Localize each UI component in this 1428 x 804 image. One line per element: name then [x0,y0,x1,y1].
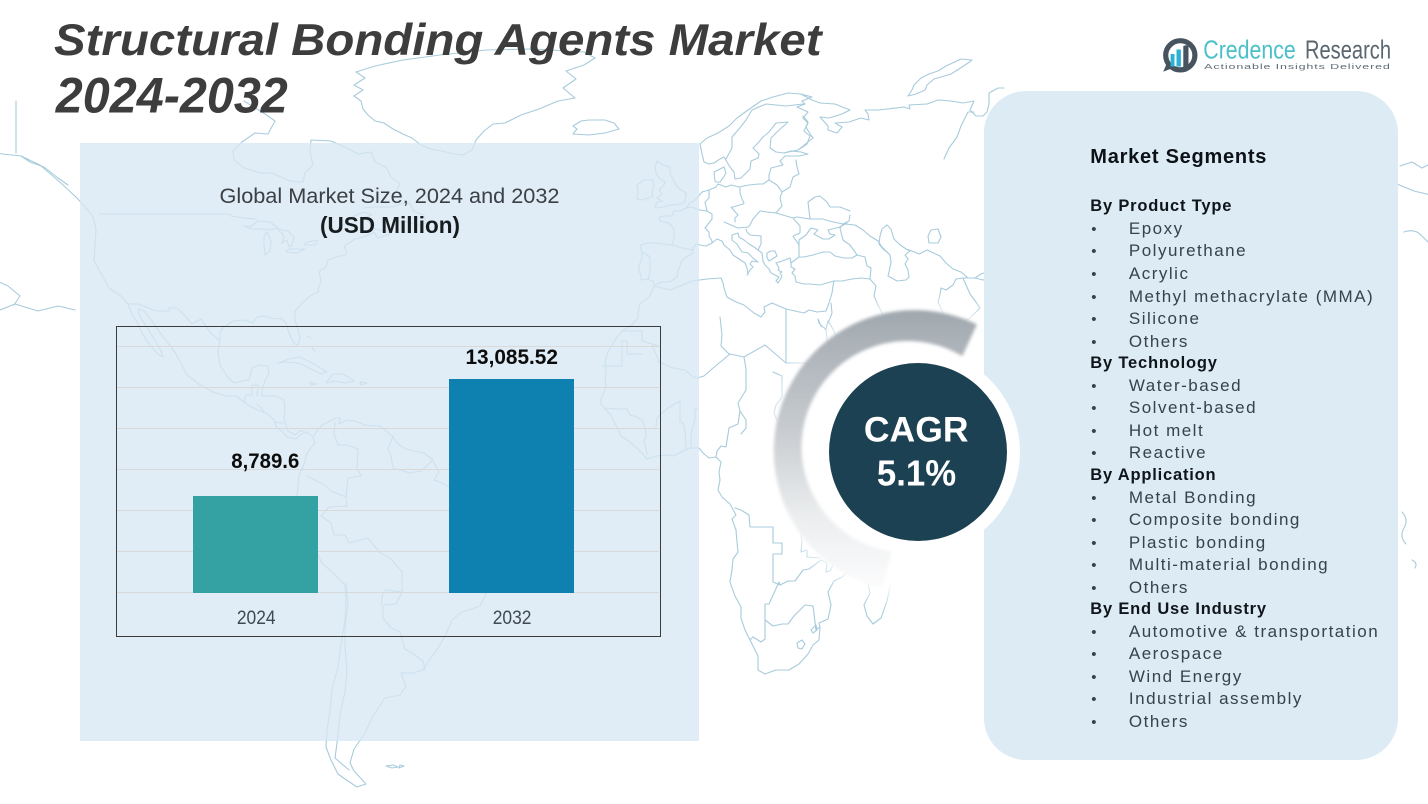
svg-text:2024-2032: 2024-2032 [55,68,288,124]
svg-text:(USD Million): (USD Million) [320,212,460,238]
svg-text:13,085.52: 13,085.52 [466,346,558,369]
svg-text:CAGR: CAGR [864,411,969,450]
svg-text:Global Market Size, 2024 and 2: Global Market Size, 2024 and 2032 [220,184,560,208]
svg-text:Structural Bonding Agents Mark: Structural Bonding Agents Market [54,16,824,65]
svg-text:Research: Research [1305,34,1391,64]
svg-text:Actionable Insights Delivered: Actionable Insights Delivered [1204,62,1391,71]
svg-text:2032: 2032 [493,607,532,629]
svg-text:5.1%: 5.1% [877,452,956,493]
svg-text:8,789.6: 8,789.6 [231,450,299,473]
svg-text:Credence: Credence [1203,34,1296,64]
svg-text:2024: 2024 [237,607,276,629]
